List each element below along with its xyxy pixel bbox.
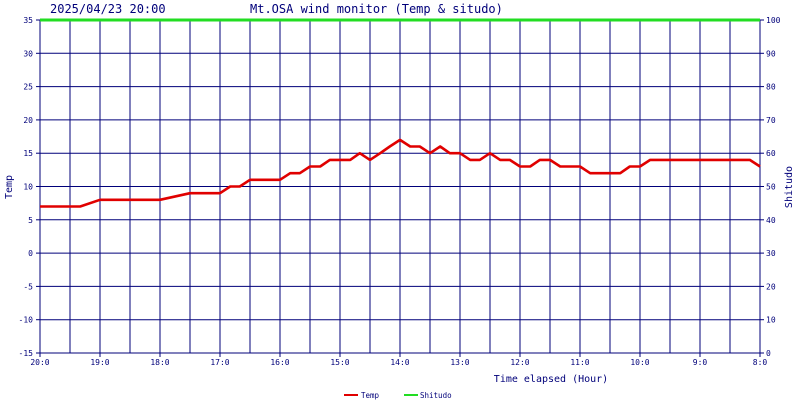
y2-tick-label: 90 (766, 49, 776, 58)
x-tick-label: 8:0 (753, 358, 768, 367)
y2-tick-label: 10 (766, 316, 776, 325)
legend-label-shitudo: Shitudo (420, 391, 452, 400)
chart-title: Mt.OSA wind monitor (Temp & situdo) (250, 2, 503, 16)
y2-tick-label: 60 (766, 149, 776, 158)
y-tick-label: 35 (23, 16, 33, 25)
y2-tick-label: 70 (766, 116, 776, 125)
y2-tick-label: 100 (766, 16, 781, 25)
legend: Temp Shitudo (344, 391, 452, 400)
y2-tick-label: 50 (766, 183, 776, 192)
y2-tick-label: 30 (766, 249, 776, 258)
x-tick-label: 19:0 (90, 358, 109, 367)
y-tick-label: 25 (23, 83, 33, 92)
x-tick-label: 14:0 (390, 358, 409, 367)
y-tick-label: -5 (23, 282, 33, 291)
x-tick-label: 18:0 (150, 358, 169, 367)
y-tick-label: 10 (23, 183, 33, 192)
y-axis-title: Temp (4, 175, 15, 199)
y-tick-label: 15 (23, 149, 33, 158)
y2-tick-label: 0 (766, 349, 771, 358)
series-layer (40, 18, 761, 208)
x-tick-label: 20:0 (30, 358, 49, 367)
y2-tick-label: 40 (766, 216, 776, 225)
grid-lines (39, 19, 761, 354)
x-tick-label: 15:0 (330, 358, 349, 367)
x-tick-label: 12:0 (510, 358, 529, 367)
x-tick-label: 17:0 (210, 358, 229, 367)
x-axis-ticks: 20:0 19:0 18:0 17:0 16:0 15:0 14:0 13:0 12:0 11:0… (30, 353, 767, 367)
y-tick-label: 0 (28, 249, 33, 258)
x-tick-label: 9:0 (693, 358, 708, 367)
y-tick-label: -15 (19, 349, 34, 358)
y-tick-label: -10 (19, 316, 34, 325)
y2-tick-label: 20 (766, 282, 776, 291)
x-tick-label: 13:0 (450, 358, 469, 367)
y-tick-label: 20 (23, 116, 33, 125)
series-line-temp (40, 138, 761, 208)
y-tick-label: 5 (28, 216, 33, 225)
left-axis-ticks: 35 30 25 20 15 10 5 0 -5 -10 -15 (19, 16, 40, 358)
timestamp-label: 2025/04/23 20:00 (50, 2, 166, 16)
x-tick-label: 16:0 (270, 358, 289, 367)
y2-tick-label: 80 (766, 83, 776, 92)
x-tick-label: 11:0 (570, 358, 589, 367)
y2-axis-title: Shitudo (784, 166, 795, 208)
legend-label-temp: Temp (361, 391, 380, 400)
x-tick-label: 10:0 (630, 358, 649, 367)
x-axis-title: Time elapsed (Hour) (494, 374, 608, 385)
y-tick-label: 30 (23, 49, 33, 58)
